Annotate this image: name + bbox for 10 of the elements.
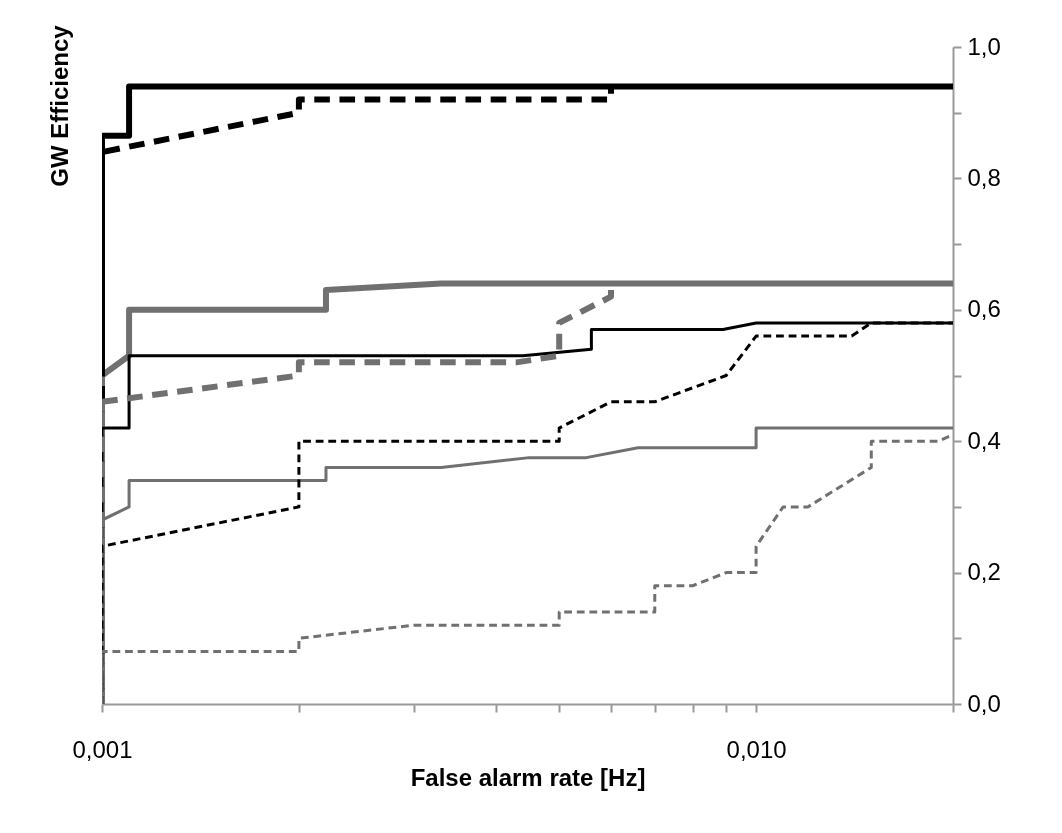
- y-tick-label: 0,8: [967, 163, 1001, 191]
- y-tick-label: 0,6: [967, 295, 1001, 323]
- y-tick-label: 0,0: [967, 689, 1001, 717]
- x-axis-title: False alarm rate [Hz]: [410, 763, 646, 791]
- y-tick-label: 0,4: [967, 426, 1001, 454]
- y-axis-title: GW Efficiency: [45, 24, 73, 187]
- x-tick-label: 0,001: [72, 735, 133, 763]
- x-tick-label: 0,010: [726, 735, 787, 763]
- y-tick-label: 1,0: [967, 32, 1001, 60]
- y-tick-label: 0,2: [967, 558, 1001, 586]
